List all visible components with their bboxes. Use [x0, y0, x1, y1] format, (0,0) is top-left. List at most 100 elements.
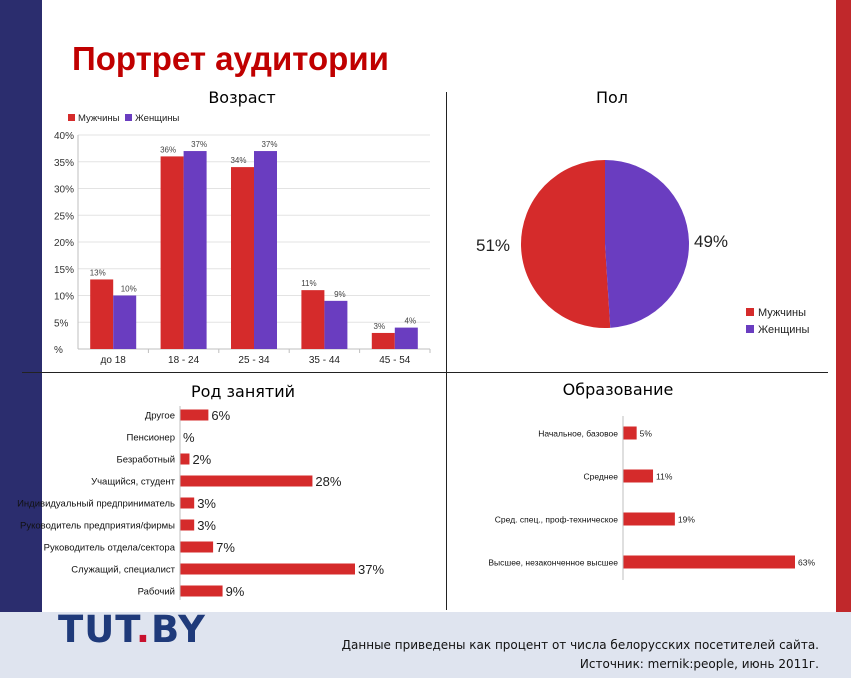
- data-label: 6%: [211, 408, 230, 423]
- pie-slice-men: [520, 160, 611, 328]
- bar: [180, 453, 190, 465]
- data-label: 7%: [216, 540, 235, 555]
- tut-by-logo[interactable]: TUT.BY: [58, 608, 206, 651]
- data-label: 34%: [230, 156, 246, 165]
- y-tick-label: 5%: [54, 318, 69, 329]
- x-tick-label: 35 - 44: [309, 355, 341, 366]
- bar: [180, 497, 195, 509]
- bar-women: [394, 327, 418, 349]
- category-label: Сред. спец., проф-техническое: [495, 515, 618, 525]
- logo-text-tut: TUT: [58, 608, 136, 651]
- footnote-line-2: Источник: mernik:people, июнь 2011г.: [579, 657, 819, 671]
- bar: [180, 585, 223, 597]
- footnote-line-1: Данные приведены как процент от числа бе…: [341, 638, 819, 652]
- bar: [180, 541, 214, 553]
- bar: [180, 409, 209, 421]
- bar-women: [113, 295, 137, 349]
- data-label: %: [183, 430, 195, 445]
- data-label: 5%: [640, 428, 653, 438]
- bar: [180, 519, 195, 531]
- y-tick-label: 40%: [54, 131, 74, 142]
- legend-swatch: [746, 308, 754, 316]
- bar-men: [90, 279, 114, 349]
- footnote: Данные приведены как процент от числа бе…: [342, 636, 819, 674]
- category-label: Рабочий: [138, 587, 175, 598]
- category-label: Пенсионер: [126, 433, 175, 444]
- x-tick-label: 25 - 34: [238, 355, 270, 366]
- category-label: Высшее, незаконченное высшее: [488, 558, 618, 568]
- data-label: 9%: [334, 290, 346, 299]
- data-label: 4%: [405, 317, 417, 326]
- bar: [180, 475, 313, 487]
- data-label: 11%: [656, 471, 673, 481]
- category-label: Другое: [145, 411, 175, 422]
- category-label: Руководитель предприятия/фирмы: [20, 521, 175, 532]
- y-tick-label: 25%: [54, 211, 74, 222]
- legend-swatch: [68, 114, 75, 121]
- footer-band: [0, 612, 851, 678]
- bar: [623, 426, 637, 440]
- bar-men: [301, 290, 325, 349]
- data-label: 28%: [315, 474, 341, 489]
- data-label: 37%: [261, 140, 277, 149]
- category-label: Начальное, базовое: [538, 429, 618, 439]
- y-tick-label: 15%: [54, 265, 74, 276]
- pie-label-women: 49%: [694, 232, 728, 251]
- vertical-divider-bottom: [446, 373, 447, 610]
- bar-women: [324, 300, 348, 349]
- data-label: 3%: [197, 496, 216, 511]
- bar: [623, 555, 795, 569]
- data-label: 11%: [301, 279, 316, 288]
- legend-label: Женщины: [758, 324, 809, 336]
- legend-label: Женщины: [135, 113, 180, 124]
- data-label: 2%: [192, 452, 211, 467]
- bar-men: [231, 167, 254, 349]
- x-tick-label: до 18: [101, 355, 127, 366]
- data-label: 10%: [121, 285, 137, 294]
- occupation-chart-title: Род занятий: [190, 382, 296, 401]
- bar-men: [160, 156, 184, 349]
- legend-swatch: [125, 114, 132, 121]
- data-label: 63%: [798, 557, 815, 567]
- x-tick-label: 45 - 54: [379, 355, 411, 366]
- page-title: Портрет аудитории: [72, 40, 389, 77]
- legend-label: Мужчины: [758, 307, 806, 319]
- legend-swatch: [746, 325, 754, 333]
- bar: [623, 512, 675, 526]
- left-decor-stripe: [0, 0, 42, 678]
- age-chart-title: Возраст: [208, 88, 276, 107]
- education-chart-title: Образование: [562, 380, 674, 399]
- bar-women: [254, 151, 277, 349]
- data-label: 36%: [160, 145, 176, 154]
- data-label: 37%: [191, 140, 207, 149]
- data-label: 13%: [90, 268, 106, 277]
- age-bar-chart: % 5% 10% 15% 20% 25% 30% 35% 40% до 18 13% 10% 18 - …: [54, 113, 431, 366]
- data-label: 3%: [374, 322, 386, 331]
- bar-men: [371, 332, 395, 349]
- data-label: 37%: [358, 562, 384, 577]
- category-label: Среднее: [583, 472, 618, 482]
- category-label: Индивидуальный предприниматель: [17, 499, 175, 510]
- y-tick-label: 30%: [54, 185, 74, 196]
- data-label: 9%: [226, 584, 245, 599]
- education-bar-chart: Начальное, базовое 5% Среднее 11% Сред. спец…: [488, 416, 815, 580]
- category-label: Учащийся, студент: [91, 477, 176, 488]
- pie-slice-women: [605, 160, 689, 328]
- vertical-divider-top: [446, 92, 447, 372]
- category-label: Служащий, специалист: [71, 565, 175, 576]
- bar: [623, 469, 654, 483]
- logo-text-dot: .: [135, 608, 151, 651]
- data-label: 19%: [678, 514, 695, 524]
- legend-label: Мужчины: [78, 113, 120, 124]
- bar-women: [183, 151, 207, 349]
- horizontal-divider: [22, 372, 828, 373]
- data-label: 3%: [197, 518, 216, 533]
- y-tick-label: 35%: [54, 158, 74, 169]
- occupation-bar-chart: Другое 6% Пенсионер % Безработный 2% Учащийся,…: [17, 406, 384, 600]
- right-decor-stripe: [836, 0, 851, 678]
- category-label: Безработный: [117, 455, 175, 466]
- pie-label-men: 51%: [476, 236, 510, 255]
- category-label: Руководитель отдела/сектора: [44, 543, 176, 554]
- y-tick-label: %: [54, 345, 63, 356]
- x-tick-label: 18 - 24: [168, 355, 200, 366]
